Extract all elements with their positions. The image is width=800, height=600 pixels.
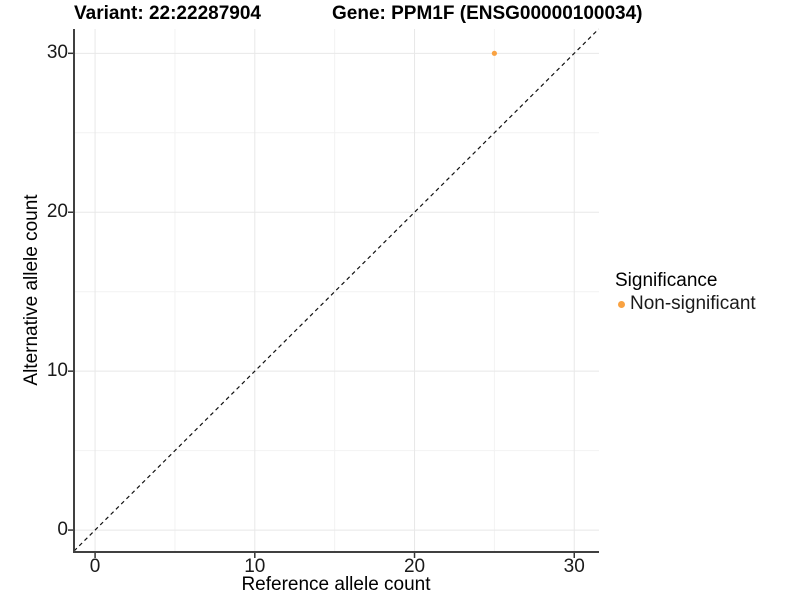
legend-item: Non-significant: [618, 293, 756, 315]
legend-point-icon: [618, 300, 625, 308]
y-axis-title: Alternative allele count: [21, 194, 42, 386]
data-point: [491, 50, 497, 56]
plot-title-variant: Variant: 22:22287904: [74, 3, 261, 24]
x-tick-label: 20: [403, 556, 426, 577]
x-tick-label: 10: [244, 556, 266, 577]
legend: Significance Non-significant: [615, 270, 756, 315]
x-tick-label: 0: [89, 556, 101, 577]
x-tick-label: 30: [563, 556, 585, 577]
legend-item-label: Non-significant: [630, 293, 756, 314]
y-tick-label: 0: [57, 519, 68, 541]
x-axis-title: Reference allele count: [241, 574, 431, 595]
plot-title-gene: Gene: PPM1F (ENSG00000100034): [332, 3, 643, 24]
legend-title: Significance: [615, 270, 718, 291]
y-tick-label: 30: [46, 42, 68, 64]
y-tick-label: 10: [46, 360, 68, 382]
identity-reference-line: [73, 28, 600, 552]
y-tick-label: 20: [46, 201, 68, 223]
